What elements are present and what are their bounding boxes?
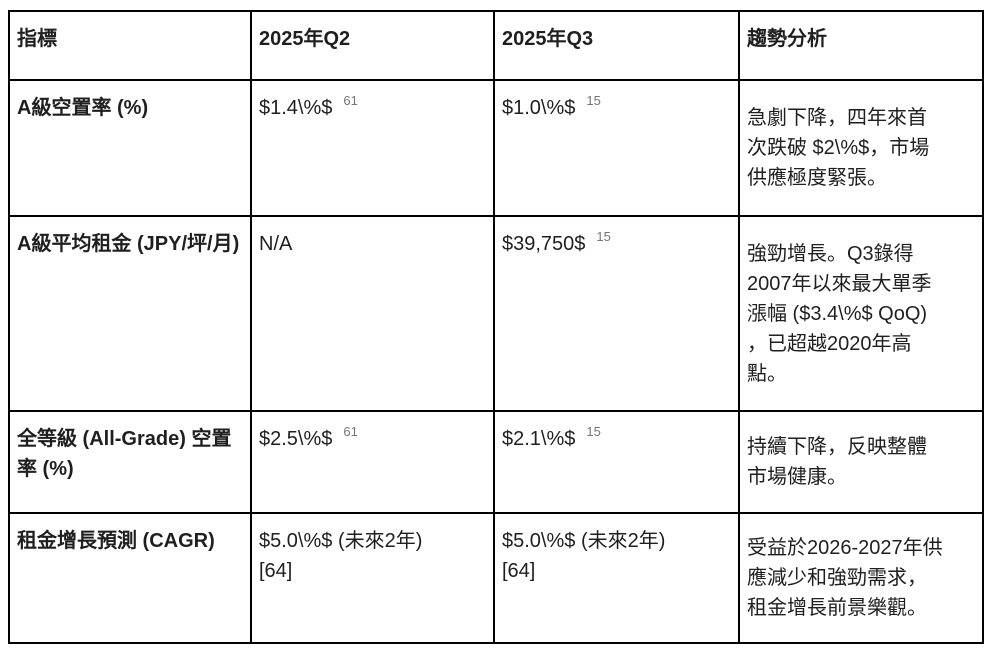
trend-text: 持續下降​，反映整體市場健康。 [747, 436, 927, 488]
trend-cell: 急劇下降​，四年來首次跌破 $2\%$​，市場供應極度緊張。 [738, 79, 984, 217]
value-cell-q3: $5.0\%$ (未來2年) [64] [493, 512, 740, 644]
value-text: $1.4\%$ [259, 97, 333, 119]
column-header-trend-analysis: 趨勢分析 [738, 10, 984, 81]
trend-text: 急劇下降​，四年來首次跌破 $2\%$​，市場供應極度緊張。 [747, 107, 930, 189]
value-cell-q2: N/A [250, 215, 495, 412]
value-line: $1.0\%$ 15 [502, 93, 731, 123]
value-text: $5.0\%$ (未來2年) [259, 530, 423, 552]
row-indicator: 租金增長預測 (CAGR) [8, 512, 252, 644]
value-text: $2.5\%$ [259, 428, 333, 450]
trend-cell: 受益於2026-2027年供應減少和強勁需求​，租金增長前景樂觀。 [738, 512, 984, 644]
column-header-2025-q3: 2025年Q3 [493, 10, 740, 81]
row-indicator: 全等級 (All-Grade) 空置率 (%) [8, 410, 252, 514]
citation-superscript: 15 [596, 229, 611, 245]
value-line: $39,750$ 15 [502, 229, 731, 259]
table-header: 指標 2025年Q2 2025年Q3 趨勢分析 [8, 10, 984, 81]
value-text: $39,750$ [502, 233, 586, 255]
value-line: [64] [502, 556, 731, 586]
value-cell-q3: $1.0\%$ 15 [493, 79, 740, 217]
table-row: A級空置率 (%) $1.4\%$ 61 $1.0\%$ 15 急劇下降​，四年來首次跌破… [8, 79, 984, 217]
value-text: [64] [502, 560, 536, 582]
table-row: A級平均租金 (JPY/坪/月) N/A $39,750$ 15 強勁增長。Q3錄得20… [8, 215, 984, 412]
table-row: 全等級 (All-Grade) 空置率 (%) $2.5\%$ 61 $2.1\%$ 1… [8, 410, 984, 514]
value-line: $5.0\%$ (未來2年) [502, 526, 731, 556]
citation-superscript: 61 [343, 424, 358, 440]
value-text: [64] [259, 560, 293, 582]
trend-cell: 持續下降​，反映整體市場健康。 [738, 410, 984, 514]
value-text: $2.1\%$ [502, 428, 576, 450]
citation-superscript: 61 [343, 93, 358, 109]
value-cell-q3: $2.1\%$ 15 [493, 410, 740, 514]
table-row: 租金增長預測 (CAGR) $5.0\%$ (未來2年) [64] $5.0\%$ (… [8, 512, 984, 644]
value-cell-q2: $5.0\%$ (未來2年) [64] [250, 512, 495, 644]
citation-superscript: 15 [586, 424, 601, 440]
value-text: $5.0\%$ (未來2年) [502, 530, 666, 552]
value-cell-q3: $39,750$ 15 [493, 215, 740, 412]
value-line: $5.0\%$ (未來2年) [259, 526, 486, 556]
citation-superscript: 15 [586, 93, 601, 109]
row-indicator: A級平均租金 (JPY/坪/月) [8, 215, 252, 412]
value-text: N/A [259, 233, 293, 255]
trend-text: 受益於2026-2027年供應減少和強勁需求​，租金增長前景樂觀。 [747, 537, 943, 619]
value-line: $1.4\%$ 61 [259, 93, 486, 123]
column-header-indicator: 指標 [8, 10, 252, 81]
row-indicator: A級空置率 (%) [8, 79, 252, 217]
value-line: $2.5\%$ 61 [259, 424, 486, 454]
value-line: [64] [259, 556, 486, 586]
trend-text: 強勁增長。Q3錄得2007年以來最大單季漲幅 ($3.4\%$ QoQ)​，已超… [747, 242, 932, 385]
column-header-2025-q2: 2025年Q2 [250, 10, 495, 81]
value-line: $2.1\%$ 15 [502, 424, 731, 454]
value-line: N/A [259, 229, 486, 259]
table-body: A級空置率 (%) $1.4\%$ 61 $1.0\%$ 15 急劇下降​，四年來首次跌破… [8, 79, 984, 644]
value-cell-q2: $1.4\%$ 61 [250, 79, 495, 217]
value-cell-q2: $2.5\%$ 61 [250, 410, 495, 514]
trend-cell: 強勁增長。Q3錄得2007年以來最大單季漲幅 ($3.4\%$ QoQ)​，已超… [738, 215, 984, 412]
value-text: $1.0\%$ [502, 97, 576, 119]
market-metrics-table: 指標 2025年Q2 2025年Q3 趨勢分析 A級空置率 (%) $1.4\%$… [8, 10, 984, 644]
header-row: 指標 2025年Q2 2025年Q3 趨勢分析 [8, 10, 984, 81]
